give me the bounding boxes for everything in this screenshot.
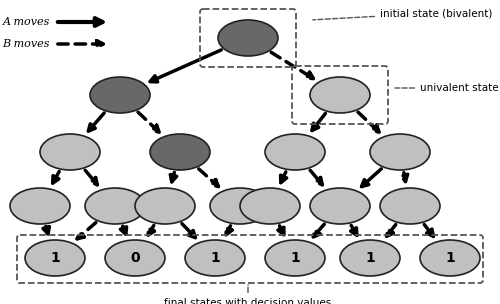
Text: A moves: A moves <box>2 17 50 27</box>
Ellipse shape <box>90 77 150 113</box>
Text: 1: 1 <box>290 251 300 265</box>
Text: 1: 1 <box>50 251 60 265</box>
Text: B moves: B moves <box>2 39 50 49</box>
Ellipse shape <box>218 20 278 56</box>
Text: univalent state: univalent state <box>395 83 498 93</box>
Ellipse shape <box>310 188 370 224</box>
Ellipse shape <box>380 188 440 224</box>
Ellipse shape <box>265 134 325 170</box>
Text: 1: 1 <box>210 251 220 265</box>
Ellipse shape <box>25 240 85 276</box>
Text: final states with decision values: final states with decision values <box>164 285 332 304</box>
Ellipse shape <box>265 240 325 276</box>
Ellipse shape <box>340 240 400 276</box>
Ellipse shape <box>370 134 430 170</box>
Ellipse shape <box>10 188 70 224</box>
Ellipse shape <box>185 240 245 276</box>
Ellipse shape <box>150 134 210 170</box>
Text: 1: 1 <box>445 251 455 265</box>
Ellipse shape <box>240 188 300 224</box>
Ellipse shape <box>105 240 165 276</box>
Ellipse shape <box>210 188 270 224</box>
Text: 1: 1 <box>365 251 375 265</box>
Text: 0: 0 <box>130 251 140 265</box>
Ellipse shape <box>310 77 370 113</box>
Ellipse shape <box>40 134 100 170</box>
Text: initial state (bivalent): initial state (bivalent) <box>313 8 492 20</box>
Ellipse shape <box>85 188 145 224</box>
Ellipse shape <box>135 188 195 224</box>
Ellipse shape <box>420 240 480 276</box>
